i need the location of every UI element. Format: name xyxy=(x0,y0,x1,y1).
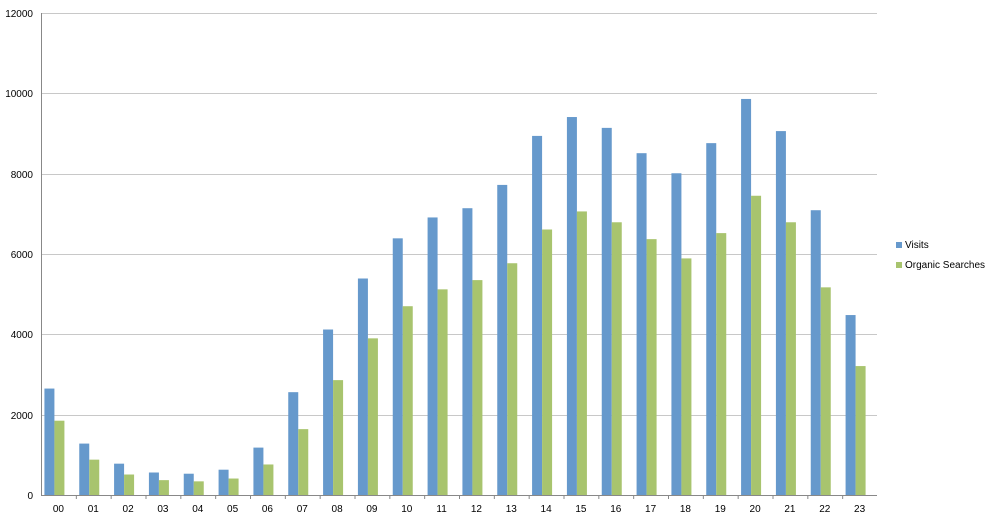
bar-visits-03 xyxy=(148,472,159,495)
bar-visits-07 xyxy=(288,392,299,495)
x-tick-label: 18 xyxy=(680,504,692,515)
y-tick-labels: 0 2000 4000 6000 8000 10000 12000 xyxy=(5,9,33,502)
x-tick-label: 23 xyxy=(854,504,866,515)
bar-organic-searches-04 xyxy=(193,481,204,495)
legend-label-organic-searches: Organic Searches xyxy=(905,260,985,271)
x-tick-label: 17 xyxy=(645,504,657,515)
bar-visits-12 xyxy=(462,208,473,495)
bar-organic-searches-12 xyxy=(472,280,483,495)
x-tick-label: 20 xyxy=(750,504,762,515)
bar-organic-searches-05 xyxy=(228,478,239,495)
bar-visits-22 xyxy=(810,210,821,496)
bar-organic-searches-20 xyxy=(751,195,762,495)
bar-visits-02 xyxy=(114,463,125,495)
bar-organic-searches-08 xyxy=(333,380,344,495)
bar-visits-09 xyxy=(357,278,368,495)
bar-visits-06 xyxy=(253,447,264,495)
x-tick-label: 22 xyxy=(819,504,831,515)
bar-organic-searches-03 xyxy=(158,480,169,495)
bar-visits-14 xyxy=(532,135,543,495)
x-tick-label: 07 xyxy=(297,504,309,515)
bar-organic-searches-01 xyxy=(89,459,100,495)
bar-visits-21 xyxy=(775,131,786,495)
bar-visits-18 xyxy=(671,173,682,495)
bar-organic-searches-19 xyxy=(716,233,727,495)
x-tick-label: 14 xyxy=(541,504,553,515)
x-tick-label: 19 xyxy=(715,504,727,515)
bar-organic-searches-10 xyxy=(402,306,413,495)
x-tick-label: 02 xyxy=(123,504,135,515)
bar-organic-searches-06 xyxy=(263,464,274,495)
bar-organic-searches-15 xyxy=(576,211,587,495)
bar-visits-15 xyxy=(566,117,577,495)
y-tick-label: 10000 xyxy=(5,89,33,100)
bar-organic-searches-17 xyxy=(646,239,657,495)
x-tick-label: 11 xyxy=(436,504,447,515)
bar-organic-searches-14 xyxy=(542,229,553,495)
x-tick-label: 15 xyxy=(575,504,587,515)
bar-visits-16 xyxy=(601,127,612,496)
x-tick-label: 13 xyxy=(506,504,518,515)
y-tick-label: 4000 xyxy=(11,330,34,341)
bar-visits-00 xyxy=(44,388,55,495)
legend-swatch-visits xyxy=(896,242,902,248)
x-tick-label: 16 xyxy=(610,504,622,515)
x-tick-label: 10 xyxy=(401,504,413,515)
bar-organic-searches-02 xyxy=(124,474,135,495)
bar-visits-10 xyxy=(392,238,403,495)
bar-organic-searches-22 xyxy=(820,287,831,495)
bar-organic-searches-13 xyxy=(507,263,518,495)
bars xyxy=(44,98,866,496)
x-tick-label: 12 xyxy=(471,504,483,515)
bar-visits-17 xyxy=(636,153,647,495)
x-tick-label: 09 xyxy=(366,504,378,515)
bar-organic-searches-11 xyxy=(437,289,448,495)
bar-organic-searches-00 xyxy=(54,420,65,495)
bar-visits-19 xyxy=(706,143,717,495)
x-tick-label: 03 xyxy=(157,504,169,515)
y-tick-label: 12000 xyxy=(5,9,33,20)
bar-visits-20 xyxy=(741,98,752,495)
legend-label-visits: Visits xyxy=(905,240,929,251)
x-tick-label: 01 xyxy=(88,504,100,515)
axes xyxy=(41,13,877,499)
x-tick-label: 06 xyxy=(262,504,274,515)
legend-swatch-organic-searches xyxy=(896,262,902,268)
x-tick-label: 04 xyxy=(192,504,204,515)
bar-organic-searches-09 xyxy=(367,338,378,495)
y-tick-label: 0 xyxy=(27,491,33,502)
bar-visits-01 xyxy=(79,443,90,495)
bar-visits-04 xyxy=(183,473,194,495)
bar-visits-23 xyxy=(845,315,856,495)
bar-organic-searches-07 xyxy=(298,429,309,495)
x-tick-label: 08 xyxy=(332,504,344,515)
x-tick-label: 21 xyxy=(784,504,796,515)
y-tick-label: 8000 xyxy=(11,170,34,181)
x-tick-label: 05 xyxy=(227,504,239,515)
bar-visits-13 xyxy=(497,184,508,495)
y-tick-label: 2000 xyxy=(11,411,34,422)
bar-organic-searches-16 xyxy=(611,222,622,496)
bar-visits-11 xyxy=(427,217,438,495)
bar-organic-searches-23 xyxy=(855,366,866,495)
bar-organic-searches-18 xyxy=(681,258,692,495)
legend: Visits Organic Searches xyxy=(896,240,985,271)
bar-visits-08 xyxy=(323,329,334,495)
x-tick-labels: 00 01 02 03 04 05 06 07 08 09 10 11 12 13 14 15 16 17 18 19… xyxy=(53,504,866,515)
bar-visits-05 xyxy=(218,469,229,495)
bar-organic-searches-21 xyxy=(785,222,796,496)
x-tick-label: 00 xyxy=(53,504,65,515)
grid xyxy=(41,13,877,416)
y-tick-label: 6000 xyxy=(11,250,34,261)
